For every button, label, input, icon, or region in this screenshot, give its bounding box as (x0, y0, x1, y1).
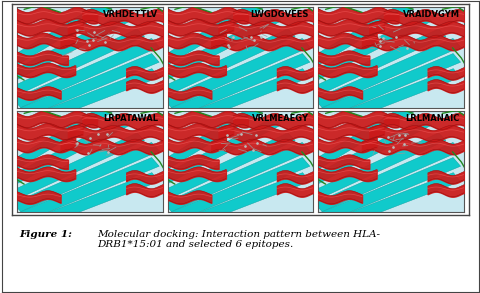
Polygon shape (302, 14, 431, 84)
Polygon shape (0, 0, 116, 71)
Polygon shape (299, 103, 417, 176)
Text: LRLMANAIC: LRLMANAIC (405, 114, 459, 123)
Polygon shape (156, 29, 295, 97)
Polygon shape (156, 133, 295, 201)
Polygon shape (21, 69, 159, 128)
Text: Molecular docking: Interaction pattern between HLA-
DRB1*15:01 and selected 6 ep: Molecular docking: Interaction pattern b… (96, 230, 379, 249)
Polygon shape (21, 173, 159, 232)
Polygon shape (6, 133, 144, 201)
Polygon shape (318, 158, 460, 222)
Text: LWGDGVEES: LWGDGVEES (250, 10, 309, 19)
Text: VRLMEAEGY: VRLMEAEGY (252, 114, 309, 123)
Text: VRHDETTLV: VRHDETTLV (103, 10, 158, 19)
Polygon shape (171, 69, 309, 128)
Polygon shape (148, 0, 266, 71)
Polygon shape (152, 14, 280, 84)
Polygon shape (0, 103, 116, 176)
Polygon shape (13, 38, 159, 108)
Text: VRAIDVGYM: VRAIDVGYM (402, 10, 459, 19)
Polygon shape (163, 38, 310, 108)
Polygon shape (148, 103, 266, 176)
Polygon shape (1, 118, 130, 188)
Polygon shape (307, 133, 445, 201)
Text: LRPATAWAL: LRPATAWAL (103, 114, 158, 123)
Polygon shape (17, 158, 159, 222)
Polygon shape (168, 54, 309, 118)
Polygon shape (17, 54, 159, 118)
Polygon shape (152, 118, 280, 188)
Polygon shape (307, 29, 445, 97)
Polygon shape (302, 118, 431, 188)
Polygon shape (321, 173, 459, 232)
Polygon shape (163, 142, 310, 212)
Polygon shape (314, 142, 460, 212)
Polygon shape (171, 173, 309, 232)
Polygon shape (314, 38, 460, 108)
Text: Figure 1:: Figure 1: (19, 230, 72, 239)
Polygon shape (321, 69, 459, 128)
Polygon shape (13, 142, 159, 212)
Polygon shape (1, 14, 130, 84)
Polygon shape (299, 0, 417, 71)
Polygon shape (6, 29, 144, 97)
Polygon shape (318, 54, 460, 118)
Polygon shape (168, 158, 309, 222)
